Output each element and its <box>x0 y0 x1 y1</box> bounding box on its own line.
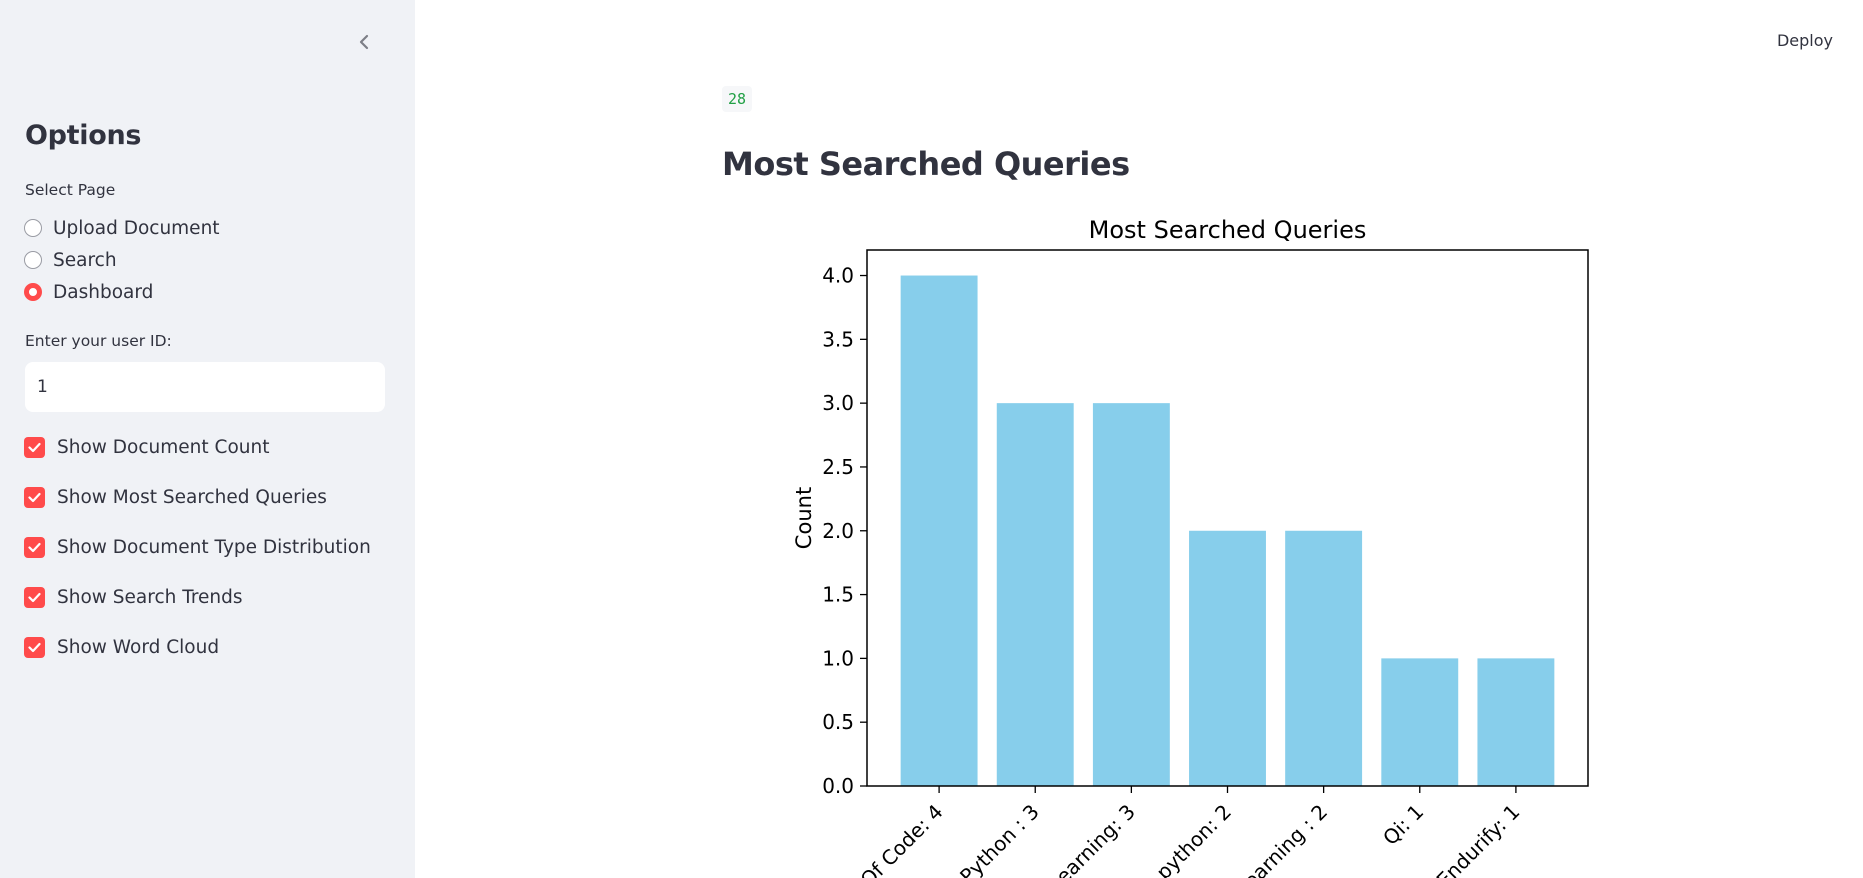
y-axis-label: Count <box>792 487 816 549</box>
chart-bar <box>996 403 1074 786</box>
radio-circle-icon <box>24 219 42 237</box>
y-tick-label: 0.0 <box>822 774 854 798</box>
chart-bar <box>1381 658 1459 786</box>
x-tick-label: Of Code: 4 <box>856 800 948 878</box>
x-tick-label: earning: 3 <box>1051 800 1140 878</box>
chart-bar <box>1285 530 1363 786</box>
checkbox-label: Show Search Trends <box>57 586 243 608</box>
checkbox-show-word-cloud[interactable]: Show Word Cloud <box>24 634 219 660</box>
radio-selected-icon <box>24 283 42 301</box>
radio-search[interactable]: Search <box>24 247 117 273</box>
checkbox-label: Show Word Cloud <box>57 636 220 658</box>
checkbox-label: Show Document Count <box>57 436 270 458</box>
checkbox-checked-icon <box>24 536 45 558</box>
x-tick-label: python: 2 <box>1151 800 1236 878</box>
chart-bar <box>900 275 978 786</box>
checkbox-show-search-trends[interactable]: Show Search Trends <box>24 584 243 610</box>
checkbox-show-document-count[interactable]: Show Document Count <box>24 434 269 460</box>
checkbox-checked-icon <box>24 586 45 608</box>
x-tick-label: Endurify: 1 <box>1432 800 1525 878</box>
radio-label: Upload Document <box>53 217 220 239</box>
chart-bar <box>1189 530 1266 786</box>
sidebar: Options Select Page Upload Document Sear… <box>0 0 415 878</box>
checkbox-label: Show Document Type Distribution <box>57 536 371 558</box>
sidebar-title: Options <box>25 120 142 151</box>
radio-upload-document[interactable]: Upload Document <box>24 215 220 241</box>
checkbox-label: Show Most Searched Queries <box>57 486 327 508</box>
checkbox-show-most-searched-queries[interactable]: Show Most Searched Queries <box>24 484 327 510</box>
bar-chart: Most Searched Queries 0.0 0.5 1.0 1.5 2.0 2.5 3… <box>792 216 1589 878</box>
chart-bar <box>1477 658 1555 786</box>
x-tick-label: Qi: 1 <box>1378 800 1428 850</box>
radio-dashboard[interactable]: Dashboard <box>24 279 153 305</box>
select-page-label: Select Page <box>25 181 116 199</box>
checkbox-checked-icon <box>24 436 45 458</box>
y-tick-label: 4.0 <box>822 264 854 288</box>
document-count-metric: 28 <box>722 86 753 112</box>
user-id-input[interactable] <box>25 362 385 412</box>
checkbox-checked-icon <box>24 636 45 658</box>
y-tick-label: 2.0 <box>822 519 854 543</box>
user-id-label: Enter your user ID: <box>25 332 172 350</box>
y-tick-label: 1.0 <box>822 646 854 670</box>
radio-circle-icon <box>24 251 42 269</box>
y-tick-label: 2.5 <box>822 455 854 479</box>
x-tick-label: Python : 3 <box>955 800 1044 878</box>
radio-label: Search <box>53 249 117 271</box>
y-tick-label: 1.5 <box>822 583 854 607</box>
x-tick-label: earning : 2 <box>1239 800 1332 878</box>
deploy-button[interactable]: Deploy <box>1776 31 1833 50</box>
chart-bar <box>1092 403 1170 786</box>
checkbox-show-document-type-distribution[interactable]: Show Document Type Distribution <box>24 534 371 560</box>
chevron-left-icon <box>359 34 369 50</box>
y-tick-label: 3.5 <box>822 327 854 351</box>
y-tick-label: 3.0 <box>822 391 854 415</box>
collapse-sidebar-button[interactable] <box>352 30 376 54</box>
checkbox-checked-icon <box>24 486 45 508</box>
section-title: Most Searched Queries <box>722 145 1130 183</box>
y-tick-label: 0.5 <box>822 710 854 734</box>
chart-title: Most Searched Queries <box>1089 216 1367 244</box>
radio-label: Dashboard <box>53 281 154 303</box>
